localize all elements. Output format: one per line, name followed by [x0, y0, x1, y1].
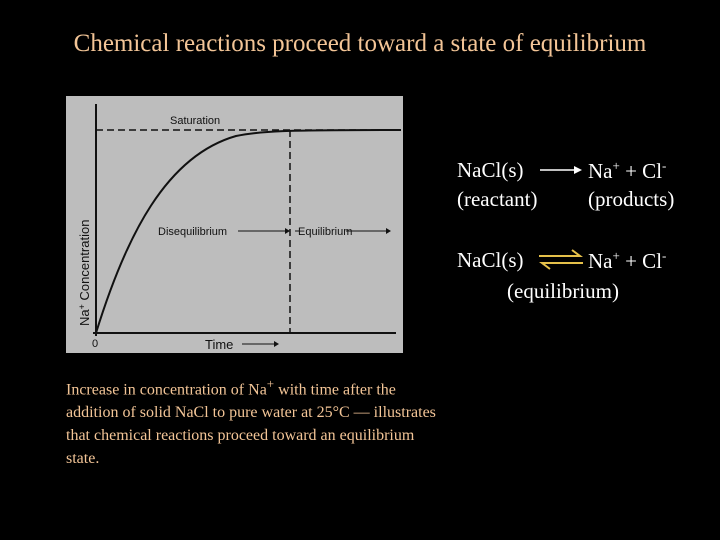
arrow-head: [574, 166, 582, 174]
forward-harpoon: [539, 249, 583, 257]
y-axis-label-part: Na: [77, 309, 92, 326]
eq-products: Na+ + Cl-: [588, 248, 666, 274]
forward-arrow: [540, 166, 582, 174]
x-axis-label: Time: [205, 337, 233, 352]
disequilibrium-label: Disequilibrium: [158, 226, 227, 238]
figure-caption: Increase in concentration of Na+ with ti…: [66, 372, 436, 470]
arrow-head: [285, 228, 290, 234]
products: Na+ + Cl-: [588, 158, 666, 184]
reactant: NaCl(s): [457, 158, 524, 182]
eq-text: + Cl: [619, 159, 663, 183]
equilibrium-label: Equilibrium: [298, 226, 352, 238]
eq-reactant: NaCl(s): [457, 248, 524, 272]
eq-text: + Cl: [619, 249, 663, 273]
y-axis-label-part: Concentration: [77, 220, 92, 305]
products-label: (products): [588, 187, 675, 211]
origin-label: 0: [92, 338, 98, 350]
arrow-head: [274, 341, 279, 347]
eq-text: Na: [588, 159, 613, 183]
slide-title: Chemical reactions proceed toward a stat…: [73, 30, 647, 57]
caption-text: Increase in concentration of Na: [66, 381, 267, 399]
y-axis-label-sup: +: [77, 304, 87, 309]
figure: Saturation Disequilibrium Equilibrium Ti…: [66, 96, 403, 353]
caption-text: with time after the addition of solid Na…: [66, 381, 436, 468]
eq-text: Na: [588, 249, 613, 273]
eq-sup: -: [662, 158, 667, 173]
eq-sup: +: [612, 158, 620, 173]
concentration-curve: [95, 129, 402, 334]
saturation-label: Saturation: [170, 115, 220, 127]
equilibrium-label: (equilibrium): [507, 279, 619, 303]
equilibrium-arrows: [539, 249, 583, 270]
eq-sup: +: [612, 248, 620, 263]
arrow-head: [386, 228, 391, 234]
eq-sup: -: [662, 248, 667, 263]
caption-sup: +: [266, 376, 275, 391]
reverse-harpoon: [539, 262, 583, 270]
reactant-label: (reactant): [457, 187, 538, 211]
figure-background: [66, 96, 403, 353]
y-axis-label: Na+ Concentration: [77, 220, 92, 326]
